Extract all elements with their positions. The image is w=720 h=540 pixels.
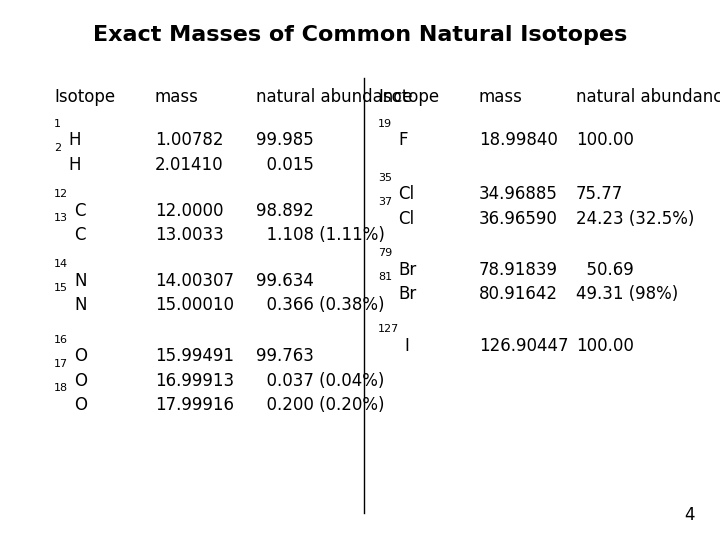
Text: 15: 15 bbox=[54, 283, 68, 293]
Text: 16.99913: 16.99913 bbox=[155, 372, 234, 390]
Text: natural abundance: natural abundance bbox=[576, 88, 720, 106]
Text: 19: 19 bbox=[378, 118, 392, 129]
Text: 126.90447: 126.90447 bbox=[479, 336, 568, 355]
Text: 2.01410: 2.01410 bbox=[155, 156, 223, 174]
Text: 18.99840: 18.99840 bbox=[479, 131, 558, 150]
Text: 0.366 (0.38%): 0.366 (0.38%) bbox=[256, 296, 384, 314]
Text: 12.0000: 12.0000 bbox=[155, 201, 223, 220]
Text: 1.108 (1.11%): 1.108 (1.11%) bbox=[256, 226, 384, 244]
Text: H: H bbox=[68, 131, 81, 150]
Text: 15.99491: 15.99491 bbox=[155, 347, 234, 366]
Text: 14.00307: 14.00307 bbox=[155, 272, 234, 290]
Text: 36.96590: 36.96590 bbox=[479, 210, 558, 228]
Text: O: O bbox=[74, 396, 87, 414]
Text: 127: 127 bbox=[378, 323, 400, 334]
Text: 0.200 (0.20%): 0.200 (0.20%) bbox=[256, 396, 384, 414]
Text: 100.00: 100.00 bbox=[576, 336, 634, 355]
Text: C: C bbox=[74, 226, 86, 244]
Text: 17: 17 bbox=[54, 359, 68, 369]
Text: 78.91839: 78.91839 bbox=[479, 261, 558, 279]
Text: 16: 16 bbox=[54, 334, 68, 345]
Text: 13.0033: 13.0033 bbox=[155, 226, 223, 244]
Text: 75.77: 75.77 bbox=[576, 185, 624, 204]
Text: Br: Br bbox=[398, 285, 416, 303]
Text: Cl: Cl bbox=[398, 210, 414, 228]
Text: I: I bbox=[404, 336, 409, 355]
Text: 14: 14 bbox=[54, 259, 68, 269]
Text: 81: 81 bbox=[378, 272, 392, 282]
Text: 15.00010: 15.00010 bbox=[155, 296, 234, 314]
Text: natural abundance: natural abundance bbox=[256, 88, 413, 106]
Text: 100.00: 100.00 bbox=[576, 131, 634, 150]
Text: F: F bbox=[398, 131, 408, 150]
Text: 99.634: 99.634 bbox=[256, 272, 313, 290]
Text: 99.985: 99.985 bbox=[256, 131, 313, 150]
Text: 50.69: 50.69 bbox=[576, 261, 634, 279]
Text: 35: 35 bbox=[378, 172, 392, 183]
Text: mass: mass bbox=[155, 88, 199, 106]
Text: 18: 18 bbox=[54, 383, 68, 393]
Text: 49.31 (98%): 49.31 (98%) bbox=[576, 285, 678, 303]
Text: 2: 2 bbox=[54, 143, 61, 153]
Text: Cl: Cl bbox=[398, 185, 414, 204]
Text: Isotope: Isotope bbox=[378, 88, 439, 106]
Text: 12: 12 bbox=[54, 188, 68, 199]
Text: H: H bbox=[68, 156, 81, 174]
Text: mass: mass bbox=[479, 88, 523, 106]
Text: 4: 4 bbox=[684, 506, 695, 524]
Text: 98.892: 98.892 bbox=[256, 201, 313, 220]
Text: 0.015: 0.015 bbox=[256, 156, 313, 174]
Text: 13: 13 bbox=[54, 213, 68, 223]
Text: O: O bbox=[74, 347, 87, 366]
Text: Exact Masses of Common Natural Isotopes: Exact Masses of Common Natural Isotopes bbox=[93, 25, 627, 45]
Text: 79: 79 bbox=[378, 248, 392, 258]
Text: 1.00782: 1.00782 bbox=[155, 131, 223, 150]
Text: 1: 1 bbox=[54, 118, 61, 129]
Text: N: N bbox=[74, 296, 86, 314]
Text: N: N bbox=[74, 272, 86, 290]
Text: 0.037 (0.04%): 0.037 (0.04%) bbox=[256, 372, 384, 390]
Text: O: O bbox=[74, 372, 87, 390]
Text: C: C bbox=[74, 201, 86, 220]
Text: 99.763: 99.763 bbox=[256, 347, 313, 366]
Text: 24.23 (32.5%): 24.23 (32.5%) bbox=[576, 210, 694, 228]
Text: 34.96885: 34.96885 bbox=[479, 185, 558, 204]
Text: 17.99916: 17.99916 bbox=[155, 396, 234, 414]
Text: 37: 37 bbox=[378, 197, 392, 207]
Text: 80.91642: 80.91642 bbox=[479, 285, 558, 303]
Text: Isotope: Isotope bbox=[54, 88, 115, 106]
Text: Br: Br bbox=[398, 261, 416, 279]
